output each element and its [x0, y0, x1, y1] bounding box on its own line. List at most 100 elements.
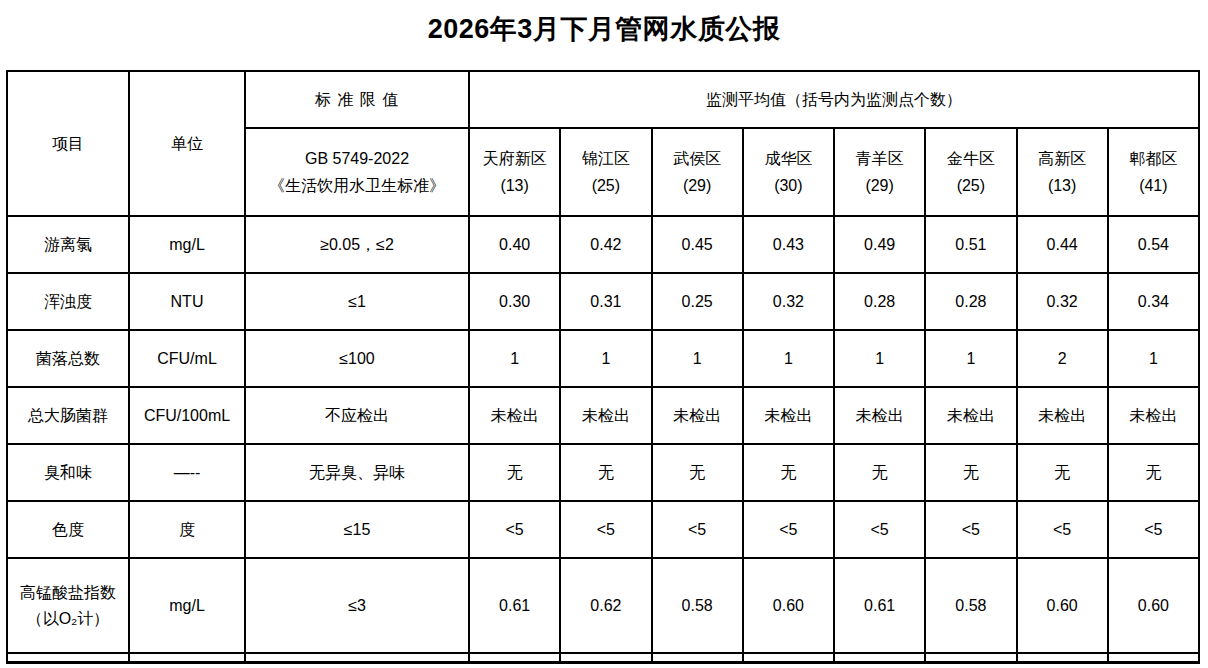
standard-limit-cell: ≤100 — [245, 330, 469, 387]
district-point-count: (30) — [748, 172, 829, 199]
value-cell-district-4: 0.32 — [743, 273, 834, 330]
value-cell-district-7: 2 — [1017, 330, 1108, 387]
item-cell: 高锰酸盐指数（以O₂计） — [7, 558, 129, 653]
value-cell-district-8: 1 — [1108, 330, 1199, 387]
value-cell-district-5: 0.49 — [834, 216, 925, 273]
item-cell: 菌落总数 — [7, 330, 129, 387]
value-cell-district-6: <5 — [925, 501, 1016, 558]
empty-cell — [652, 653, 743, 662]
col-header-district-1: 天府新区(13) — [469, 128, 560, 216]
value-cell-district-4: 0.60 — [743, 558, 834, 653]
unit-cell: mg/L — [129, 216, 245, 273]
unit-cell: NTU — [129, 273, 245, 330]
empty-row — [7, 653, 1199, 662]
bulletin-page: 2026年3月下月管网水质公报 项目 单位 标 准 限 值 监测平均值（括号内为… — [0, 0, 1208, 668]
item-cell: 游离氯 — [7, 216, 129, 273]
value-cell-district-1: 0.61 — [469, 558, 560, 653]
value-cell-district-2: 0.42 — [560, 216, 651, 273]
empty-cell — [245, 653, 469, 662]
value-cell-district-7: 未检出 — [1017, 387, 1108, 444]
standard-limit-cell: 无异臭、异味 — [245, 444, 469, 501]
value-cell-district-6: 0.58 — [925, 558, 1016, 653]
value-cell-district-2: 无 — [560, 444, 651, 501]
district-point-count: (25) — [565, 172, 646, 199]
value-cell-district-7: 0.44 — [1017, 216, 1108, 273]
col-header-district-5: 青羊区(29) — [834, 128, 925, 216]
empty-cell — [1017, 653, 1108, 662]
col-header-monitoring-average: 监测平均值（括号内为监测点个数） — [469, 71, 1199, 128]
col-header-district-3: 武侯区(29) — [652, 128, 743, 216]
col-header-district-7: 高新区(13) — [1017, 128, 1108, 216]
value-cell-district-1: 0.40 — [469, 216, 560, 273]
col-header-standard-limit: 标 准 限 值 — [245, 71, 469, 128]
value-cell-district-7: 0.32 — [1017, 273, 1108, 330]
value-cell-district-7: 0.60 — [1017, 558, 1108, 653]
standard-limit-cell: ≤3 — [245, 558, 469, 653]
table-row: 色度度≤15<5<5<5<5<5<5<5<5 — [7, 501, 1199, 558]
col-header-district-2: 锦江区(25) — [560, 128, 651, 216]
district-point-count: (13) — [1022, 172, 1103, 199]
value-cell-district-1: <5 — [469, 501, 560, 558]
value-cell-district-1: 未检出 — [469, 387, 560, 444]
value-cell-district-6: 无 — [925, 444, 1016, 501]
table-row: 菌落总数CFU/mL≤10011111121 — [7, 330, 1199, 387]
value-cell-district-3: 0.25 — [652, 273, 743, 330]
value-cell-district-3: 0.45 — [652, 216, 743, 273]
district-name: 锦江区 — [565, 145, 646, 172]
col-header-item: 项目 — [7, 71, 129, 216]
value-cell-district-8: <5 — [1108, 501, 1199, 558]
value-cell-district-6: 1 — [925, 330, 1016, 387]
empty-cell — [7, 653, 129, 662]
value-cell-district-4: 未检出 — [743, 387, 834, 444]
value-cell-district-3: <5 — [652, 501, 743, 558]
value-cell-district-6: 未检出 — [925, 387, 1016, 444]
value-cell-district-2: 未检出 — [560, 387, 651, 444]
standard-doc-name: 《生活饮用水卫生标准》 — [250, 172, 464, 199]
item-cell: 浑浊度 — [7, 273, 129, 330]
district-name: 金牛区 — [930, 145, 1011, 172]
value-cell-district-4: 无 — [743, 444, 834, 501]
unit-cell: CFU/mL — [129, 330, 245, 387]
value-cell-district-2: 0.62 — [560, 558, 651, 653]
empty-cell — [129, 653, 245, 662]
value-cell-district-5: 0.28 — [834, 273, 925, 330]
empty-cell — [743, 653, 834, 662]
value-cell-district-4: <5 — [743, 501, 834, 558]
district-point-count: (41) — [1113, 172, 1194, 199]
district-name: 郫都区 — [1113, 145, 1194, 172]
district-point-count: (29) — [657, 172, 738, 199]
empty-cell — [560, 653, 651, 662]
value-cell-district-8: 0.34 — [1108, 273, 1199, 330]
header-row-groups: 项目 单位 标 准 限 值 监测平均值（括号内为监测点个数） — [7, 71, 1199, 128]
water-quality-table: 项目 单位 标 准 限 值 监测平均值（括号内为监测点个数） GB 5749-2… — [6, 70, 1200, 664]
district-name: 成华区 — [748, 145, 829, 172]
value-cell-district-7: 无 — [1017, 444, 1108, 501]
value-cell-district-1: 无 — [469, 444, 560, 501]
value-cell-district-6: 0.28 — [925, 273, 1016, 330]
value-cell-district-5: 0.61 — [834, 558, 925, 653]
item-cell: 色度 — [7, 501, 129, 558]
item-cell: 臭和味 — [7, 444, 129, 501]
standard-limit-cell: ≥0.05，≤2 — [245, 216, 469, 273]
value-cell-district-8: 未检出 — [1108, 387, 1199, 444]
value-cell-district-4: 1 — [743, 330, 834, 387]
value-cell-district-2: 0.31 — [560, 273, 651, 330]
value-cell-district-8: 0.60 — [1108, 558, 1199, 653]
value-cell-district-2: <5 — [560, 501, 651, 558]
value-cell-district-5: 无 — [834, 444, 925, 501]
page-title: 2026年3月下月管网水质公报 — [0, 0, 1208, 46]
value-cell-district-6: 0.51 — [925, 216, 1016, 273]
unit-cell: —-- — [129, 444, 245, 501]
table-header: 项目 单位 标 准 限 值 监测平均值（括号内为监测点个数） GB 5749-2… — [7, 71, 1199, 216]
district-name: 武侯区 — [657, 145, 738, 172]
empty-cell — [834, 653, 925, 662]
unit-cell: CFU/100mL — [129, 387, 245, 444]
value-cell-district-3: 无 — [652, 444, 743, 501]
unit-cell: mg/L — [129, 558, 245, 653]
value-cell-district-3: 未检出 — [652, 387, 743, 444]
table-row: 臭和味—--无异臭、异味无无无无无无无无 — [7, 444, 1199, 501]
col-header-district-6: 金牛区(25) — [925, 128, 1016, 216]
col-header-district-4: 成华区(30) — [743, 128, 834, 216]
district-point-count: (13) — [474, 172, 555, 199]
item-cell: 总大肠菌群 — [7, 387, 129, 444]
